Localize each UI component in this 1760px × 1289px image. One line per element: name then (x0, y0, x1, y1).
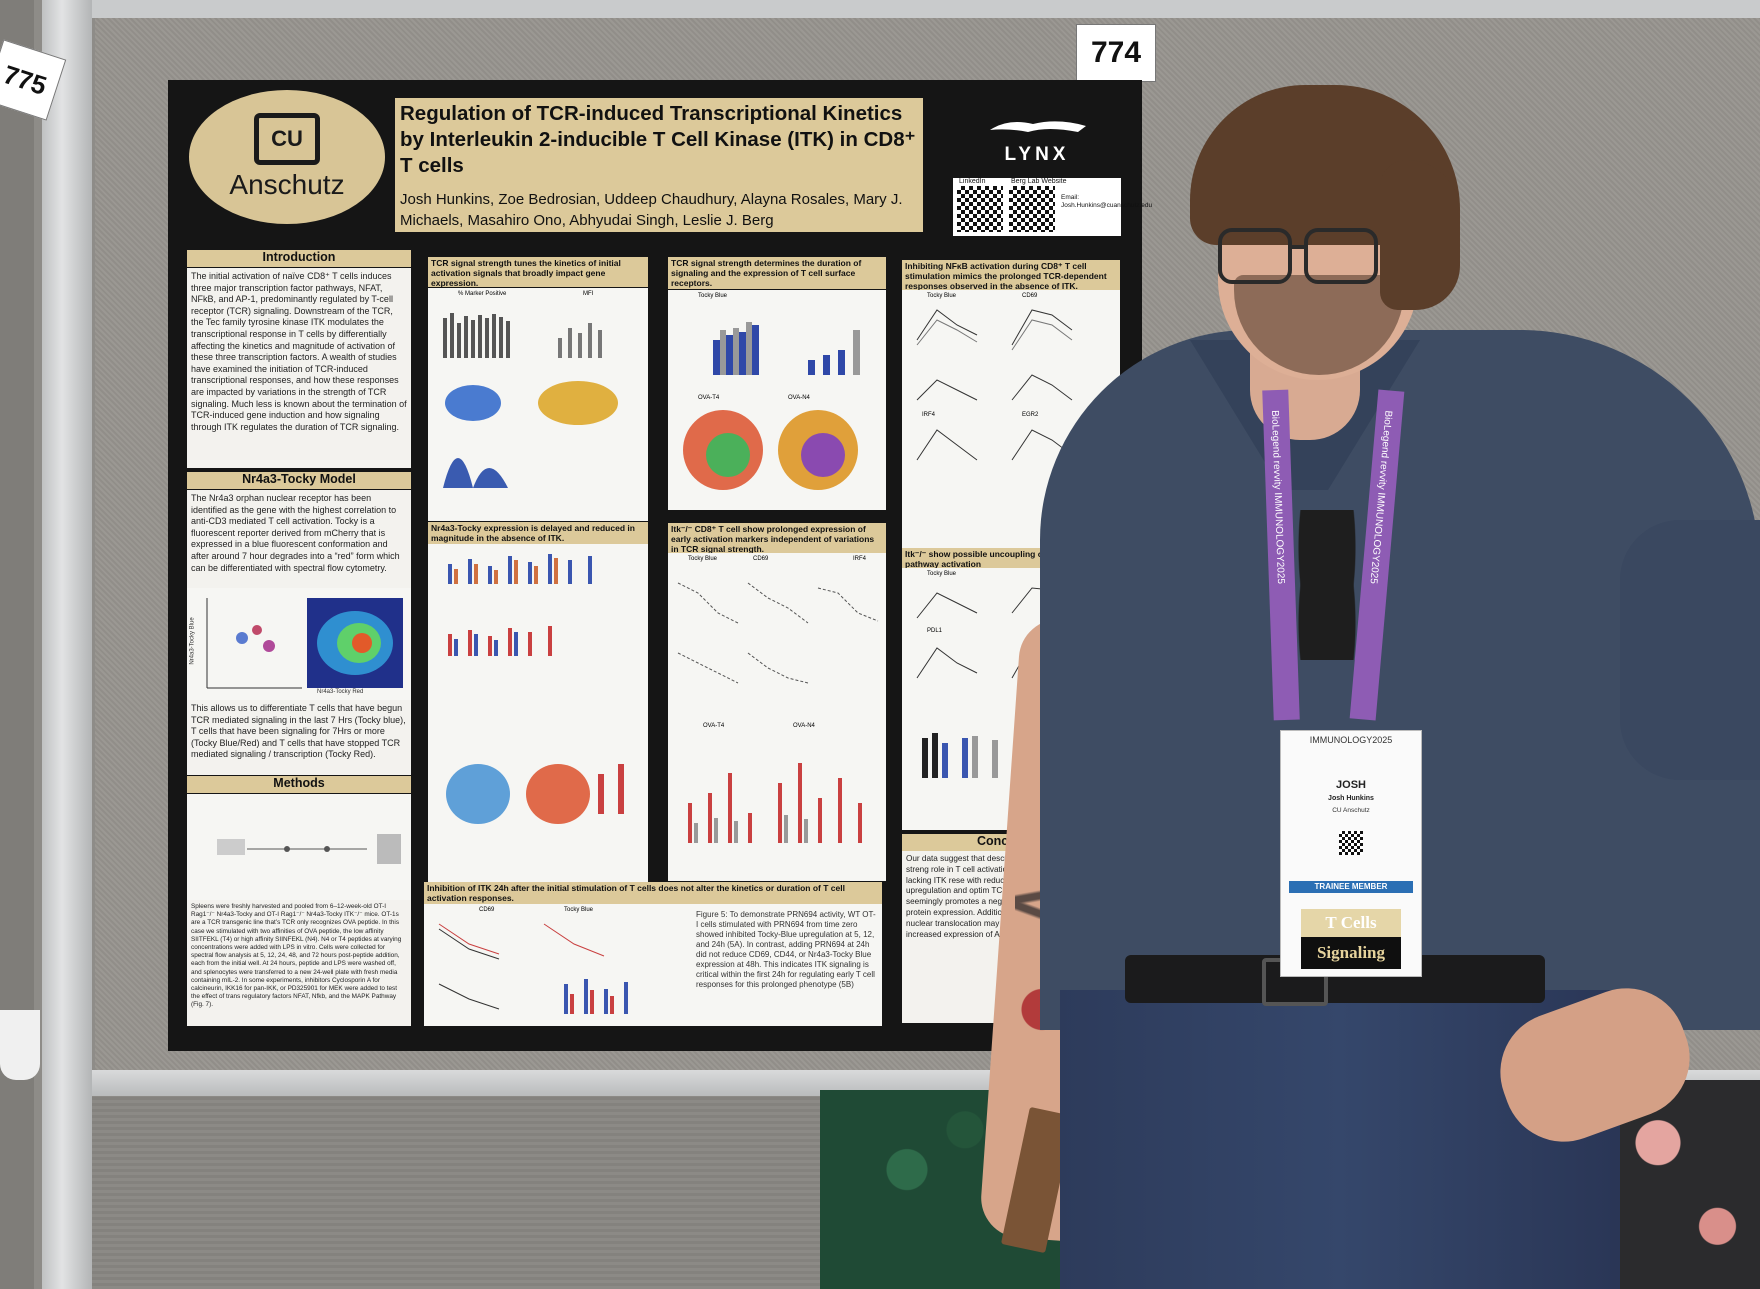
fig1-panel: % Marker Positive MFI (428, 288, 648, 521)
fig6-irf4-label: IRF4 (922, 412, 936, 418)
fig5-tocky-blue-label: Tocky Blue (564, 907, 594, 913)
methods-text: Spleens were freshly harvested and poole… (187, 900, 411, 1026)
fig4-cd69-label: CD69 (753, 556, 769, 562)
glasses-bridge (1290, 245, 1308, 249)
fig1-marker-positive-label: % Marker Positive (458, 291, 507, 297)
introduction-text: The initial activation of naïve CD8⁺ T c… (187, 268, 411, 468)
methods-diagram (187, 794, 411, 900)
fig3-graphic (446, 554, 624, 824)
methods-diagram-graphic (217, 834, 401, 864)
title-banner (395, 98, 923, 232)
fig5-caption: Figure 5: To demonstrate PRN694 activity… (696, 910, 876, 989)
fig2-tocky-blue-label: Tocky Blue (698, 293, 728, 299)
fig6-egr2-label: EGR2 (1022, 412, 1039, 418)
badge-ribbon-t-cells: T Cells (1301, 909, 1401, 937)
tocky-flow-plot-graphic (206, 598, 403, 689)
poster-title: Regulation of TCR-induced Transcriptiona… (400, 102, 916, 177)
fig4-ova-n4-label: OVA-N4 (793, 723, 815, 729)
fig4-graphic (677, 582, 879, 843)
fig1-caption (543, 448, 643, 518)
presenter-right-sleeve (1620, 520, 1760, 780)
name-badge: IMMUNOLOGY2025 JOSH Josh Hunkins CU Ansc… (1280, 730, 1422, 977)
qr-code-panel: LinkedIn Berg Lab Website Email: Josh.Hu… (953, 178, 1153, 236)
badge-ribbon-signaling: Signaling (1301, 937, 1401, 969)
nr4a3-heading: Nr4a3-Tocky Model (187, 472, 411, 489)
tocky-y-axis-label: Nr4a3-Tocky Blue (189, 617, 196, 665)
lynx-logo: LYNX (1004, 144, 1070, 165)
tocky-x-axis-label: Nr4a3-Tocky Red (317, 689, 364, 695)
email-address: Josh.Hunkins@cuanschutz.edu (1061, 202, 1153, 209)
fig1-mfi-label: MFI (583, 291, 594, 297)
fig4-ova-t4-label: OVA-T4 (703, 723, 725, 729)
presenter-hair-side (1380, 160, 1460, 310)
berg-lab-qr-code-icon (1009, 186, 1055, 232)
badge-organization: CU Anschutz (1332, 807, 1370, 814)
fig5-panel: CD69 Tocky Blue Figure 5: To demonstrate… (424, 904, 882, 1026)
fig2-ova-t4-label: OVA-T4 (698, 395, 720, 401)
lanyard-left-text: BioLegend revvity IMMUNOLOGY2025 (1268, 409, 1287, 585)
fig2-heading-right: TCR signal strength determines the durat… (668, 257, 886, 289)
fig7-pdl1-label: PDL1 (927, 628, 943, 634)
fig4-tocky-blue-label: Tocky Blue (688, 556, 718, 562)
fig6-cd69-label: CD69 (1022, 293, 1038, 299)
board-frame-post (42, 0, 92, 1289)
nr4a3-text: The Nr4a3 orphan nuclear receptor has be… (187, 490, 411, 588)
fig4-irf4-label: IRF4 (853, 556, 867, 562)
hanging-sunglasses (1296, 510, 1358, 660)
anschutz-wordmark: Anschutz (229, 169, 345, 200)
poster-authors: Josh Hunkins, Zoe Bedrosian, Uddeep Chau… (400, 191, 903, 229)
linkedin-qr-code-icon (957, 186, 1003, 232)
glasses-left-lens (1218, 228, 1292, 284)
fig5-graphic (438, 923, 628, 1014)
anschutz-logo: CU Anschutz (189, 90, 385, 224)
board-number-card: 774 (1076, 24, 1156, 82)
fig4-heading: Itk⁻/⁻ CD8⁺ T cell show prolonged expres… (668, 523, 886, 553)
badge-qr-code-icon (1339, 831, 1363, 855)
introduction-heading: Introduction (187, 250, 411, 267)
fig3-panel (428, 544, 648, 882)
badge-event: IMMUNOLOGY2025 (1309, 735, 1393, 745)
email-label: Email: (1061, 194, 1080, 201)
cu-logo-icon: CU (254, 113, 320, 165)
fig4-panel: Tocky Blue CD69 IRF4 OVA-T4 OVA-N4 (668, 553, 886, 881)
fig7-tocky-blue-label: Tocky Blue (927, 571, 957, 577)
fig2-heading: Nr4a3-Tocky expression is delayed and re… (428, 522, 648, 544)
linkedin-qr-label: LinkedIn (959, 178, 986, 185)
email-contact: Email: Josh.Hunkins@cuanschutz.edu (1061, 194, 1153, 210)
methods-heading: Methods (187, 776, 411, 793)
fig6-tocky-blue-label: Tocky Blue (927, 293, 957, 299)
berg-lab-qr-label: Berg Lab Website (1011, 178, 1067, 185)
neighbor-board (0, 0, 34, 1289)
paper-cup (0, 1010, 40, 1080)
fig1-heading: TCR signal strength tunes the kinetics o… (428, 257, 648, 287)
glasses-right-lens (1304, 228, 1378, 284)
fig1-graphic (443, 313, 618, 488)
fig2-graphic (683, 322, 860, 490)
lynx-cat-icon (990, 121, 1086, 132)
nr4a3-text-2: This allows us to differentiate T cells … (187, 700, 411, 775)
board-frame-top (60, 0, 1760, 18)
fig2-ova-n4-label: OVA-N4 (788, 395, 810, 401)
fig5-heading: Inhibition of ITK 24h after the initial … (424, 882, 882, 904)
fig6-heading: Inhibiting NFκB activation during CD8⁺ T… (902, 260, 1120, 290)
badge-member-type: TRAINEE MEMBER (1289, 881, 1413, 893)
fig5-cd69-label: CD69 (479, 907, 495, 913)
fig2-panel: Tocky Blue OVA-T4 OVA-N4 (668, 290, 886, 510)
badge-first-name: JOSH (1336, 779, 1366, 791)
tocky-flow-plot: Nr4a3-Tocky Red Nr4a3-Tocky Blue (187, 588, 411, 700)
badge-full-name: Josh Hunkins (1328, 795, 1374, 802)
